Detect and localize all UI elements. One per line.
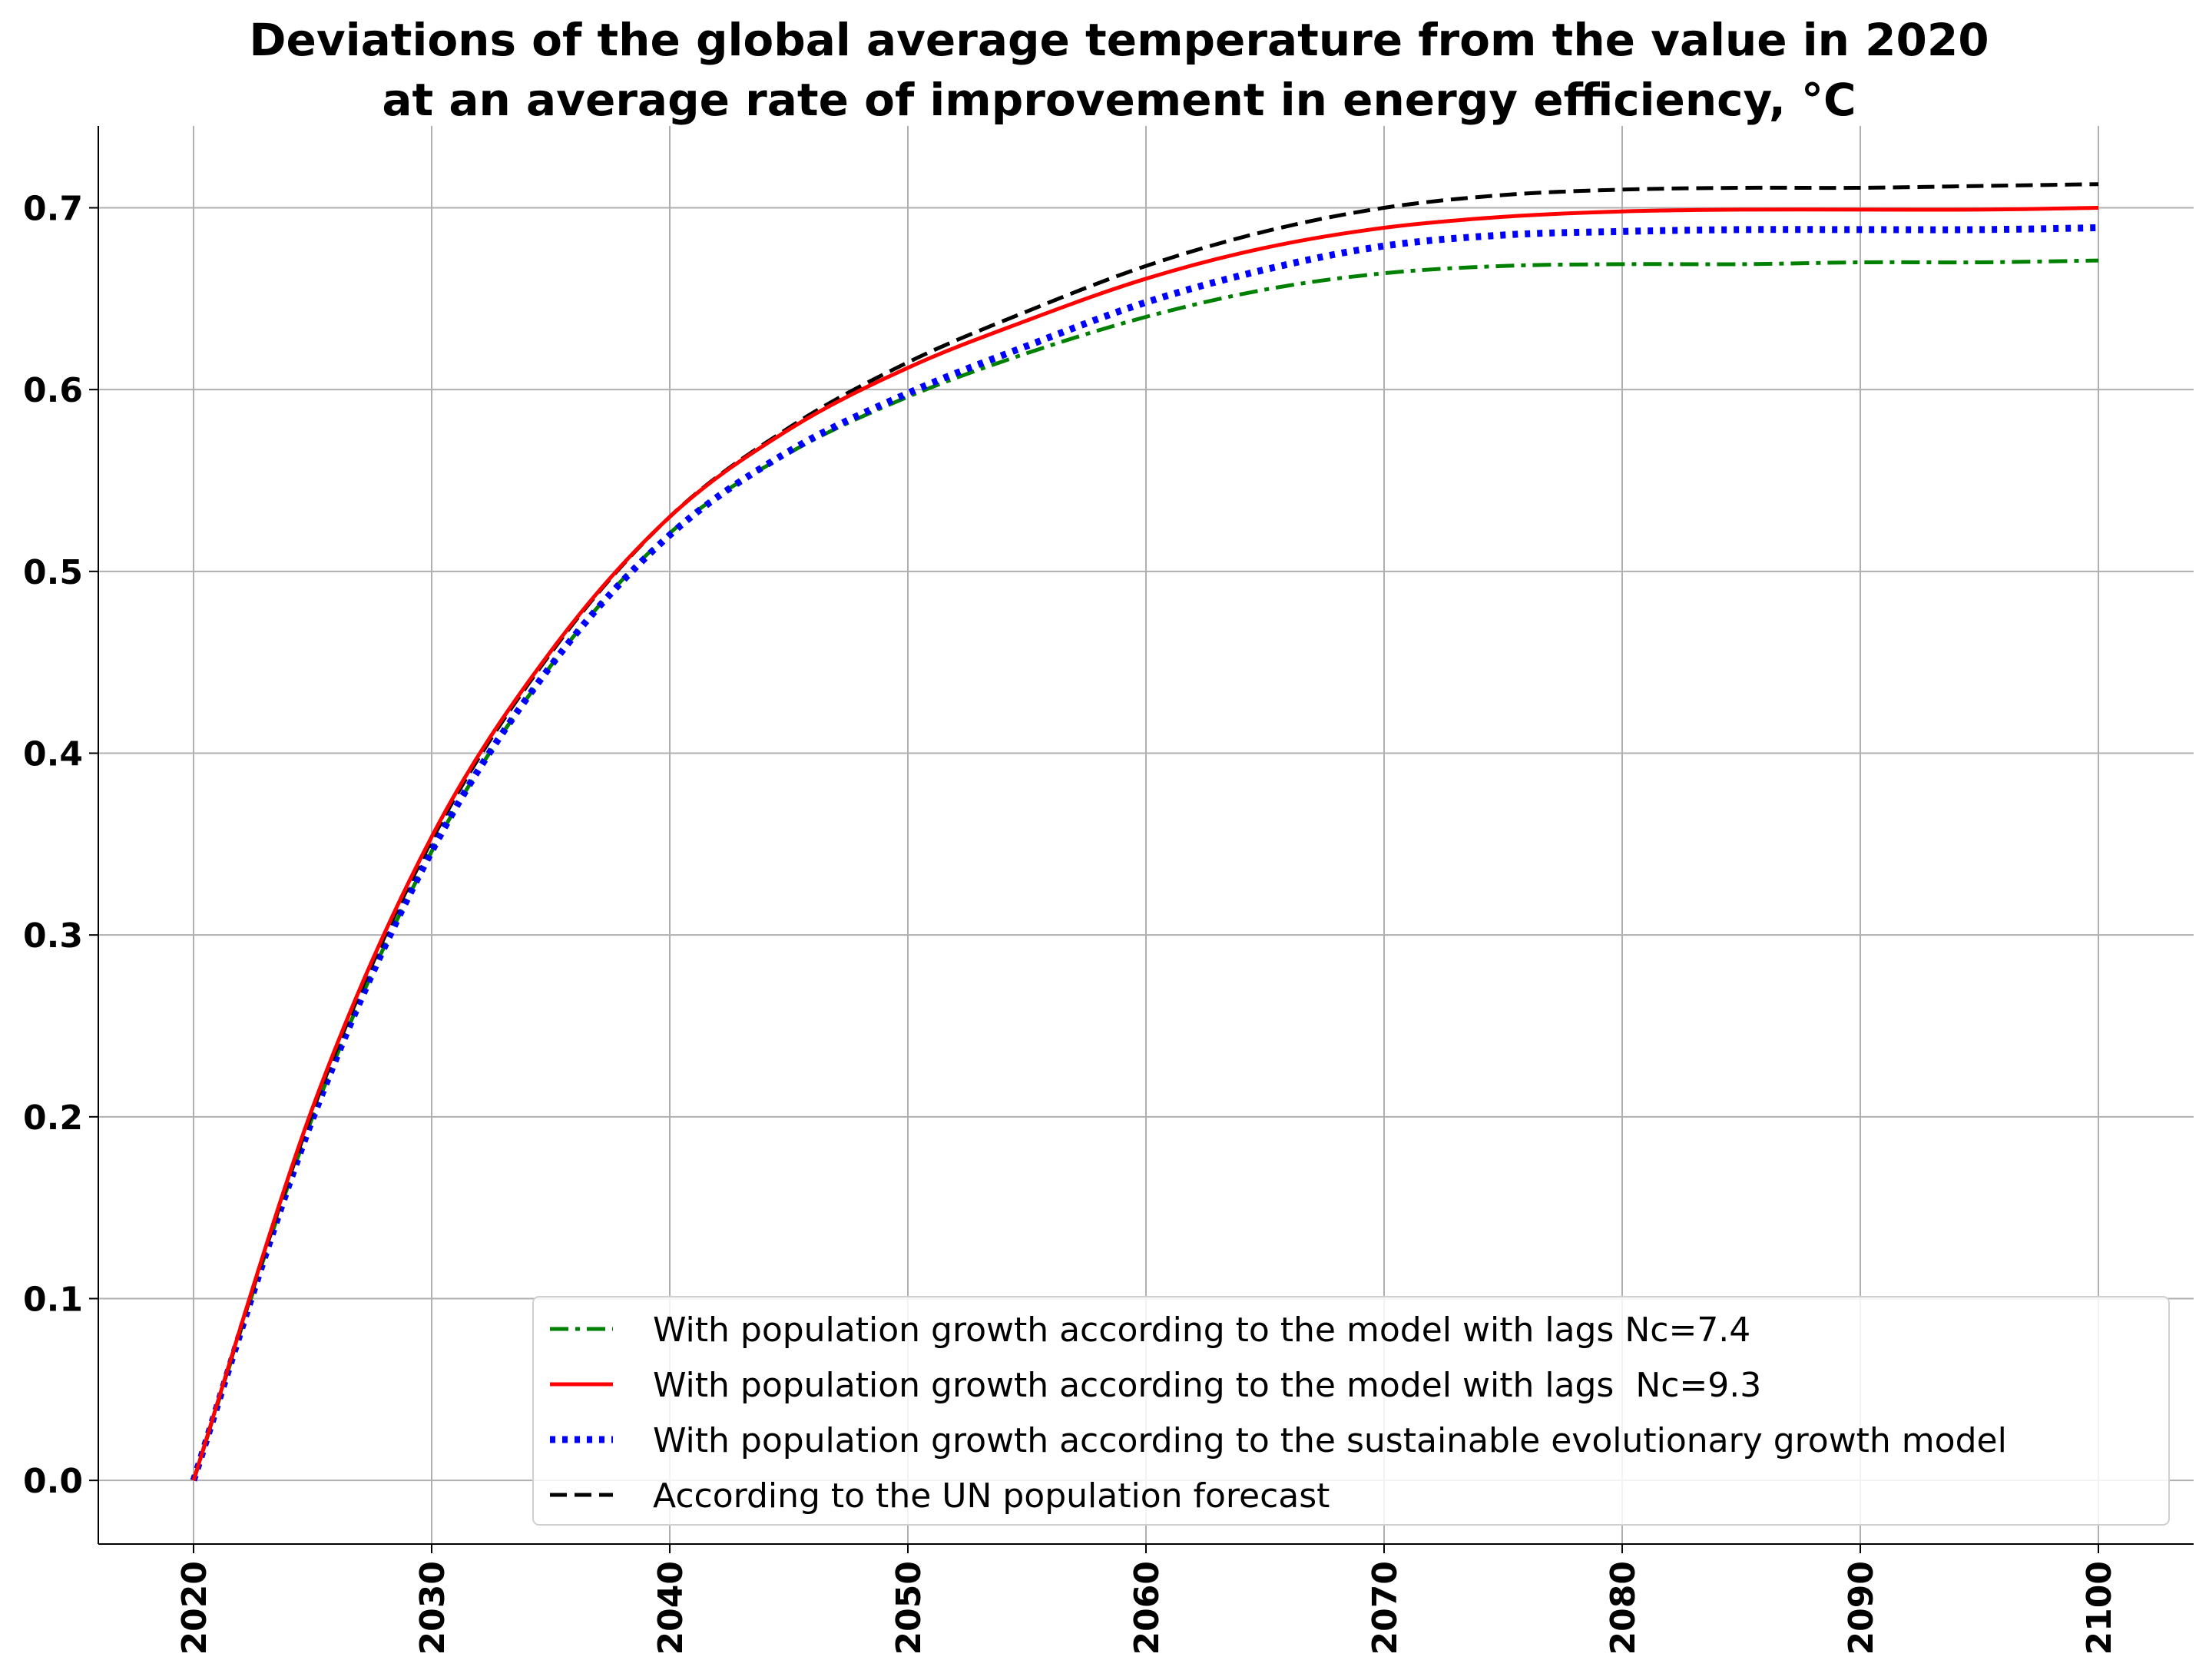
axes: 2020 2030 2040 2050 2060 2070 2080 2090 2100 0.0 0… [23, 126, 2194, 1655]
x-tick-label: 2090 [1842, 1561, 1881, 1655]
legend-label-2: With population growth according to the … [653, 1366, 1761, 1405]
chart-title-line-1: Deviations of the global average tempera… [249, 14, 1989, 66]
x-tick-label: 2030 [413, 1561, 452, 1655]
legend-label-1: With population growth according to the … [653, 1311, 1750, 1350]
y-tick-label: 0.1 [23, 1281, 83, 1320]
x-tick-label: 2060 [1128, 1561, 1167, 1655]
legend: With population growth according to the … [532, 1296, 2170, 1526]
x-tick-label: 2080 [1604, 1561, 1643, 1655]
y-tick-label: 0.0 [23, 1462, 83, 1501]
y-tick-label: 0.6 [23, 371, 83, 410]
x-tick-label: 2050 [889, 1561, 929, 1655]
legend-label-4: According to the UN population forecast [653, 1476, 1330, 1516]
x-tick-label: 2100 [2080, 1561, 2119, 1655]
x-tick-label: 2070 [1366, 1561, 1405, 1655]
y-tick-label: 0.5 [23, 553, 83, 592]
x-tick-label: 2040 [651, 1561, 691, 1655]
legend-label-3: With population growth according to the … [653, 1421, 2007, 1460]
y-tick-label: 0.7 [23, 190, 83, 229]
series-line-2 [191, 206, 2099, 1481]
y-tick-label: 0.2 [23, 1098, 83, 1138]
series-line-3 [190, 224, 2099, 1482]
chart-title-line-2: at an average rate of improvement in ene… [382, 74, 1856, 126]
y-tick-label: 0.3 [23, 916, 83, 956]
series-lines [190, 182, 2099, 1482]
y-tick-label: 0.4 [23, 735, 83, 774]
legend-box [532, 1296, 2170, 1526]
x-tick-label: 2020 [175, 1561, 214, 1655]
